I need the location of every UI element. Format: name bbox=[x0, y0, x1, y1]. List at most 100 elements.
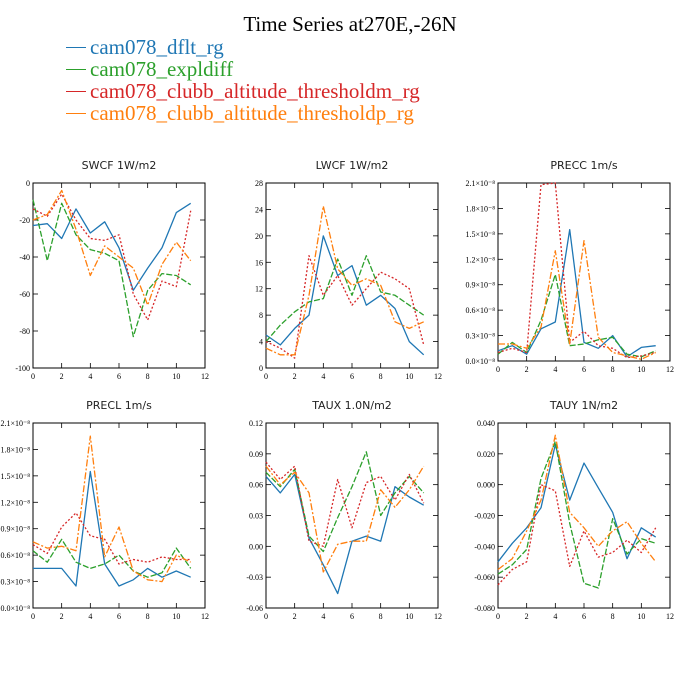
legend-swatch bbox=[66, 90, 86, 92]
series-line bbox=[32, 512, 191, 565]
y-tick-label: 0.6×10⁻⁸ bbox=[465, 306, 495, 315]
y-tick-label: 1.8×10⁻⁸ bbox=[465, 204, 495, 213]
chart-panel: PRECC 1m/s 0 2 4 6 8 10 12 0.0×10⁻⁸ 0.3×10⁻⁸ 0.6×1… bbox=[465, 159, 674, 374]
chart-panel: TAUY 1N/m2 0 2 4 6 8 10 12 -0.080 -0.060 -0.040 -0.… bbox=[474, 399, 674, 621]
y-tick-label: 0.09 bbox=[249, 450, 263, 459]
x-tick-label: 8 bbox=[611, 612, 615, 621]
legend-entry: cam078_expldiff bbox=[66, 58, 420, 80]
legend-label: cam078_clubb_altitude_thresholdm_rg bbox=[90, 79, 420, 103]
legend-swatch bbox=[66, 46, 86, 48]
x-tick-label: 4 bbox=[321, 612, 325, 621]
chart-panel: TAUX 1.0N/m2 0 2 4 6 8 10 12 -0.06 -0.03 0.00 0.03 0… bbox=[246, 399, 442, 621]
legend-label: cam078_expldiff bbox=[90, 57, 234, 81]
y-tick-label: 0.9×10⁻⁸ bbox=[465, 281, 495, 290]
y-tick-label: -0.080 bbox=[474, 604, 495, 613]
legend-label: cam078_clubb_altitude_thresholdp_rg bbox=[90, 101, 414, 125]
x-tick-label: 0 bbox=[264, 612, 268, 621]
y-tick-label: -20 bbox=[19, 216, 30, 225]
y-tick-label: 0.9×10⁻⁸ bbox=[0, 525, 30, 534]
series-line bbox=[497, 440, 656, 589]
x-tick-label: 2 bbox=[525, 365, 529, 374]
series-line bbox=[33, 470, 191, 587]
x-tick-label: 12 bbox=[201, 612, 209, 621]
legend-swatch bbox=[66, 68, 86, 70]
x-tick-label: 10 bbox=[637, 365, 645, 374]
x-tick-label: 12 bbox=[201, 372, 209, 381]
series-line bbox=[265, 473, 425, 595]
chart-title: LWCF 1W/m2 bbox=[316, 159, 389, 172]
series-line bbox=[497, 434, 657, 571]
plot-frame bbox=[497, 182, 671, 362]
legend-label: cam078_dflt_rg bbox=[90, 35, 224, 59]
x-tick-label: 2 bbox=[293, 612, 297, 621]
y-tick-label: -0.060 bbox=[474, 573, 495, 582]
y-tick-label: 0.12 bbox=[249, 419, 263, 428]
series-line bbox=[265, 235, 425, 356]
x-tick-label: 4 bbox=[553, 365, 557, 374]
y-tick-label: 0.040 bbox=[477, 419, 495, 428]
y-tick-label: 24 bbox=[255, 205, 263, 214]
x-tick-label: 6 bbox=[582, 365, 586, 374]
y-tick-label: -0.03 bbox=[246, 573, 263, 582]
x-tick-label: 12 bbox=[666, 365, 674, 374]
y-tick-label: 12 bbox=[255, 285, 263, 294]
x-tick-label: 8 bbox=[379, 612, 383, 621]
x-tick-label: 2 bbox=[60, 372, 64, 381]
series-line bbox=[32, 202, 192, 291]
y-tick-label: -80 bbox=[19, 327, 30, 336]
y-tick-label: -40 bbox=[19, 253, 30, 262]
series-line bbox=[32, 538, 192, 578]
x-tick-label: 4 bbox=[321, 372, 325, 381]
chart-panel: SWCF 1W/m2 0 2 4 6 8 10 12 -100 -80 -60 -40 -20 0 bbox=[15, 159, 209, 381]
y-tick-label: 1.8×10⁻⁸ bbox=[0, 445, 30, 454]
x-tick-label: 6 bbox=[117, 372, 121, 381]
plot-frame bbox=[32, 422, 206, 609]
y-tick-label: 4 bbox=[259, 338, 263, 347]
y-tick-label: -0.020 bbox=[474, 512, 495, 521]
y-tick-label: 0.0×10⁻⁸ bbox=[0, 604, 30, 613]
x-tick-label: 10 bbox=[172, 612, 180, 621]
series-line bbox=[265, 205, 424, 356]
y-tick-label: -0.040 bbox=[474, 542, 495, 551]
x-tick-label: 4 bbox=[88, 612, 92, 621]
y-tick-label: 0.06 bbox=[249, 481, 263, 490]
series-line bbox=[265, 461, 425, 547]
x-tick-label: 4 bbox=[88, 372, 92, 381]
y-tick-label: 0.3×10⁻⁸ bbox=[465, 332, 495, 341]
y-tick-label: 0.000 bbox=[477, 481, 495, 490]
chart-title: SWCF 1W/m2 bbox=[82, 159, 157, 172]
x-tick-label: 10 bbox=[172, 372, 180, 381]
x-tick-label: 10 bbox=[637, 612, 645, 621]
series-line bbox=[497, 273, 656, 358]
x-tick-label: 0 bbox=[31, 612, 35, 621]
x-tick-label: 12 bbox=[434, 372, 442, 381]
x-tick-label: 6 bbox=[582, 612, 586, 621]
y-tick-label: 0.03 bbox=[249, 512, 263, 521]
y-tick-label: 1.2×10⁻⁸ bbox=[465, 255, 495, 264]
legend: cam078_dflt_rg cam078_expldiff cam078_cl… bbox=[66, 36, 420, 124]
figure-title: Time Series at270E,-26N bbox=[243, 12, 457, 36]
plot-frame bbox=[497, 422, 671, 609]
y-tick-label: 1.5×10⁻⁸ bbox=[0, 472, 30, 481]
y-tick-label: 0.0×10⁻⁸ bbox=[465, 357, 495, 366]
plot-frame bbox=[265, 422, 439, 609]
y-tick-label: 8 bbox=[259, 311, 263, 320]
y-tick-label: 0 bbox=[259, 364, 263, 373]
x-tick-label: 6 bbox=[117, 612, 121, 621]
chart-title: PRECC 1m/s bbox=[550, 159, 618, 172]
x-tick-label: 4 bbox=[553, 612, 557, 621]
y-tick-label: 0.3×10⁻⁸ bbox=[0, 578, 30, 587]
series-line bbox=[32, 189, 192, 306]
legend-entry: cam078_dflt_rg bbox=[66, 36, 420, 58]
y-tick-label: 16 bbox=[255, 258, 263, 267]
y-tick-label: 0.00 bbox=[249, 542, 263, 551]
y-tick-label: 2.1×10⁻⁸ bbox=[465, 179, 495, 188]
x-tick-label: 12 bbox=[666, 612, 674, 621]
series-line bbox=[32, 199, 192, 338]
legend-entry: cam078_clubb_altitude_thresholdp_rg bbox=[66, 102, 420, 124]
chart-title: TAUY 1N/m2 bbox=[549, 399, 618, 412]
series-line bbox=[32, 193, 192, 321]
x-tick-label: 2 bbox=[525, 612, 529, 621]
